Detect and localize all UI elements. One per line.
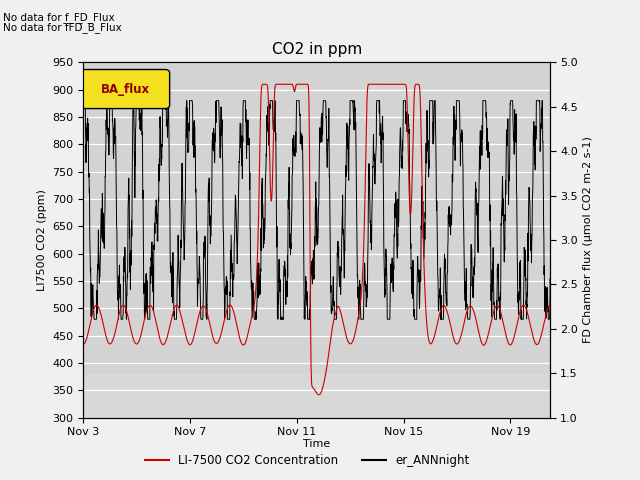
Y-axis label: LI7500 CO2 (ppm): LI7500 CO2 (ppm): [36, 189, 47, 291]
X-axis label: Time: Time: [303, 439, 330, 449]
FancyBboxPatch shape: [81, 70, 170, 108]
Bar: [83, 62, 550, 374]
Text: BA_flux: BA_flux: [100, 83, 150, 96]
Text: No data for f_FD_Flux: No data for f_FD_Flux: [3, 12, 115, 23]
Text: No data for f̅FD̅_B_Flux: No data for f̅FD̅_B_Flux: [3, 22, 122, 33]
Legend: LI-7500 CO2 Concentration, er_ANNnight: LI-7500 CO2 Concentration, er_ANNnight: [140, 449, 474, 472]
Y-axis label: FD Chamber flux (μmol CO2 m-2 s-1): FD Chamber flux (μmol CO2 m-2 s-1): [584, 137, 593, 343]
Title: CO2 in ppm: CO2 in ppm: [271, 42, 362, 57]
